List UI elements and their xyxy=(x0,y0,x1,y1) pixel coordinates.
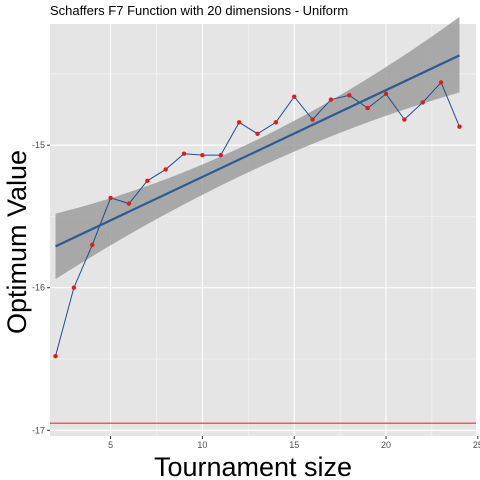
confidence-band-area xyxy=(55,16,460,280)
data-point xyxy=(310,117,315,122)
data-point xyxy=(347,93,352,98)
y-tick-label: -17 xyxy=(32,425,45,435)
data-point xyxy=(218,152,223,158)
data-point xyxy=(365,105,370,111)
plot-panel xyxy=(50,16,479,436)
chart-title: Schaffers F7 Function with 20 dimensions… xyxy=(50,3,348,18)
confidence-band xyxy=(55,16,460,280)
data-point xyxy=(383,91,389,97)
x-tick-label: 15 xyxy=(289,440,299,450)
data-point xyxy=(273,120,279,125)
x-axis-title: Tournament size xyxy=(154,452,352,480)
data-point xyxy=(108,195,113,201)
y-axis: -17 -16 -15 xyxy=(32,140,50,435)
data-point xyxy=(292,94,297,99)
x-tick-label: 5 xyxy=(108,440,113,450)
x-tick-label: 20 xyxy=(381,440,391,450)
data-point xyxy=(457,124,462,129)
data-point xyxy=(71,285,77,290)
data-point xyxy=(53,353,58,359)
fit-line xyxy=(55,54,460,248)
data-point xyxy=(145,178,150,184)
data-point xyxy=(402,117,407,122)
regression-line xyxy=(55,54,460,248)
y-tick-label: -15 xyxy=(32,140,45,150)
x-tick-label: 25 xyxy=(473,440,480,450)
data-point xyxy=(181,151,187,156)
x-axis: 5 10 15 20 25 xyxy=(108,436,480,450)
y-axis-title: Optimum Value xyxy=(2,150,32,334)
data-point xyxy=(236,120,242,125)
x-tick-label: 10 xyxy=(197,440,207,450)
series-points xyxy=(53,80,462,359)
data-point xyxy=(255,131,260,136)
data-point xyxy=(200,152,205,158)
data-point xyxy=(126,201,132,206)
data-point xyxy=(90,242,95,248)
y-tick-label: -16 xyxy=(32,283,45,293)
data-point xyxy=(420,100,425,105)
data-point xyxy=(438,80,444,85)
data-point xyxy=(163,167,168,172)
data-point xyxy=(328,97,334,102)
